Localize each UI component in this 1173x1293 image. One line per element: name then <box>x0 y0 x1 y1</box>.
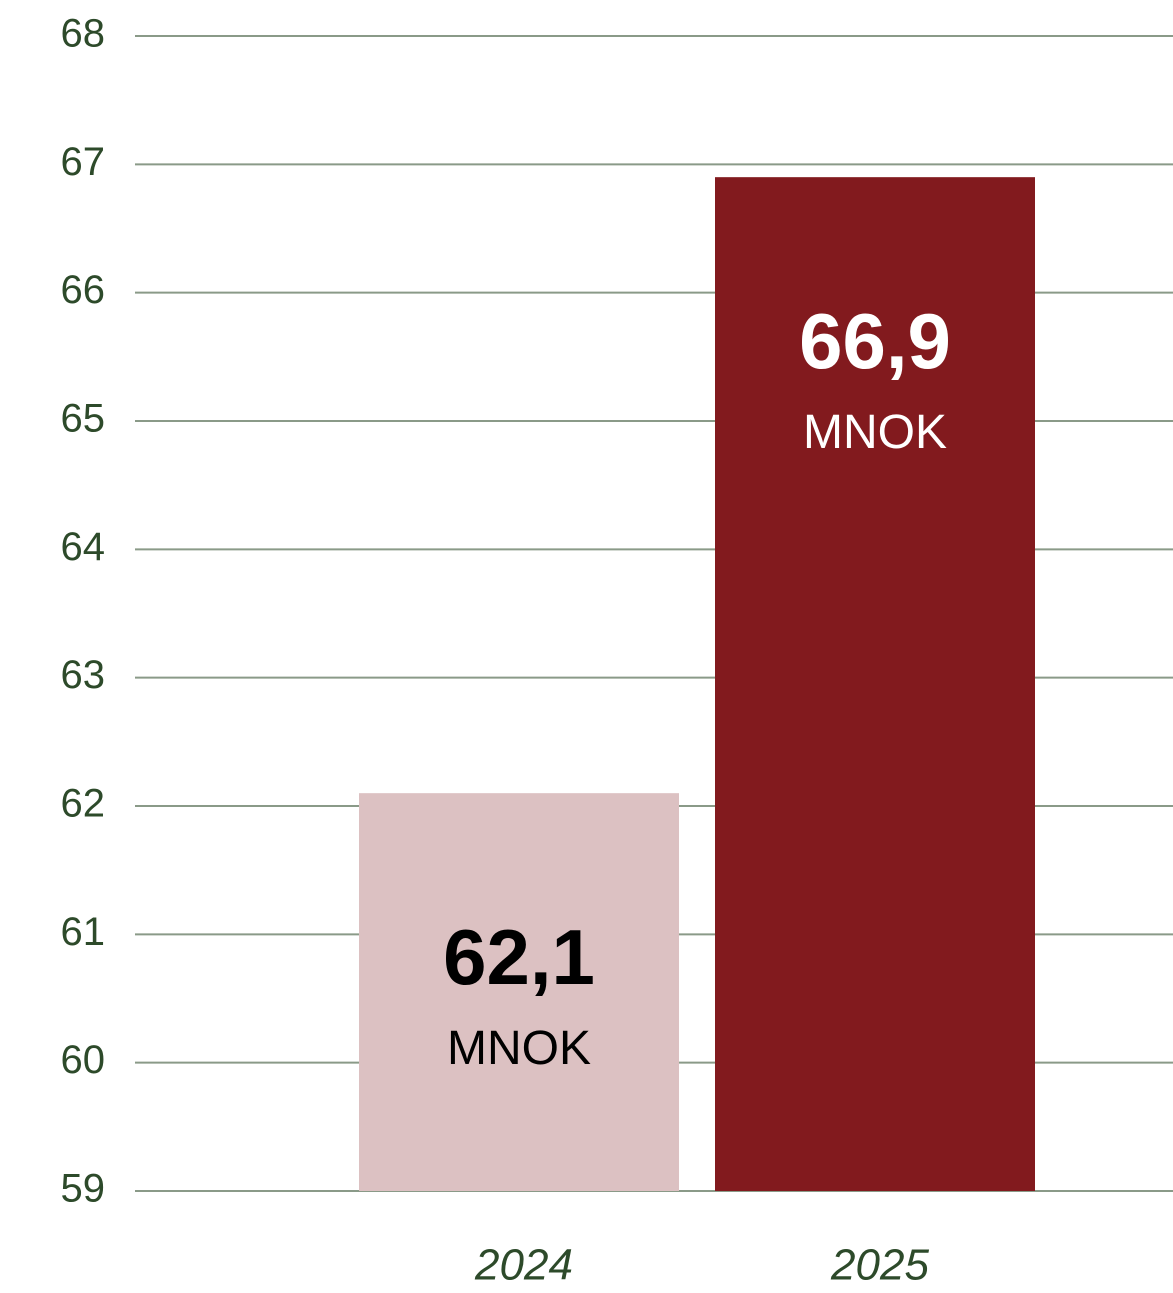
bar <box>715 177 1035 1191</box>
y-tick-label: 59 <box>61 1167 106 1211</box>
y-tick-label: 65 <box>61 397 106 441</box>
bar <box>359 793 679 1191</box>
x-tick-label: 2024 <box>474 1241 573 1290</box>
y-tick-label: 67 <box>61 140 106 184</box>
value-unit: MNOK <box>447 1022 591 1075</box>
y-tick-label: 66 <box>61 268 106 312</box>
value-label: 66,9 <box>799 297 951 385</box>
y-tick-label: 62 <box>61 782 106 826</box>
y-tick-label: 60 <box>61 1038 106 1082</box>
y-tick-label: 63 <box>61 653 106 697</box>
y-tick-label: 64 <box>61 525 106 569</box>
value-label: 62,1 <box>443 913 595 1001</box>
y-tick-label: 68 <box>61 12 106 56</box>
value-unit: MNOK <box>803 406 947 459</box>
x-tick-label: 2025 <box>830 1241 929 1290</box>
y-tick-label: 61 <box>61 910 106 954</box>
